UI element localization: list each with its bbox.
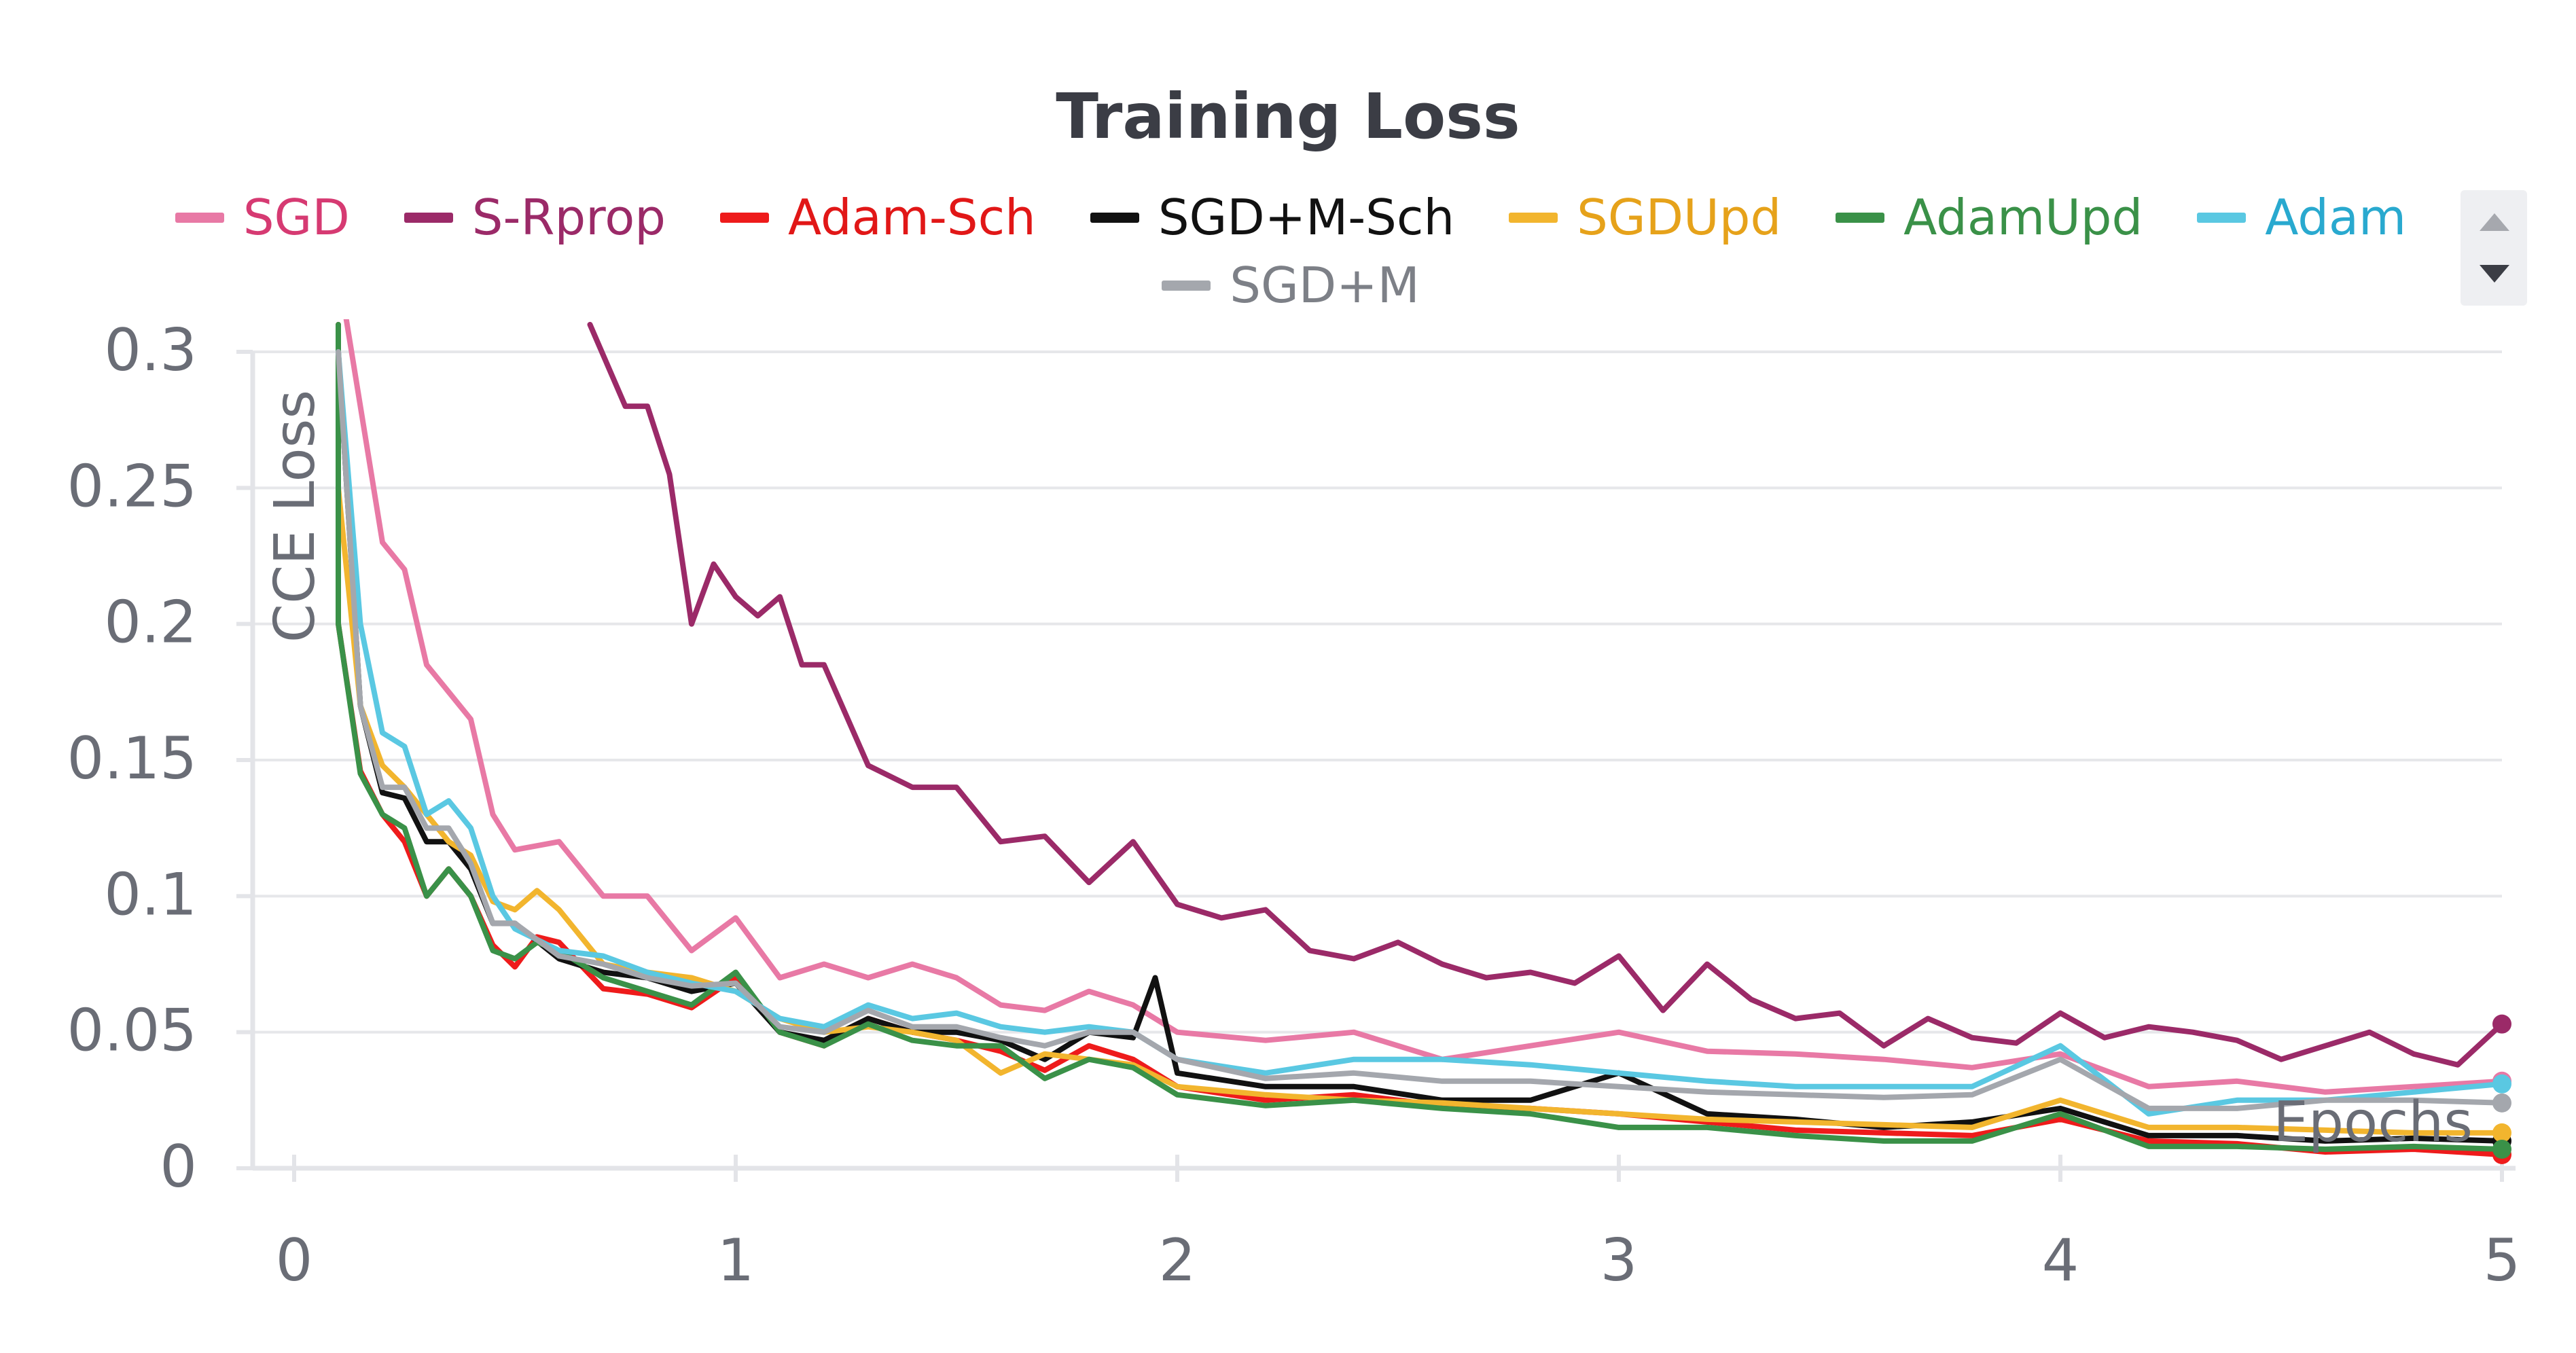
x-tick-label: 4 [2042,1227,2079,1295]
legend-label: S-Rprop [471,189,666,246]
caret-down-icon[interactable] [2480,265,2509,283]
legend-item[interactable]: Adam [2197,189,2406,246]
legend-swatch [1090,212,1139,223]
legend-item[interactable]: AdamUpd [1836,189,2143,246]
series-line-adamupd[interactable] [336,321,2505,1152]
axis-labels: CCE Loss Epochs [263,390,2473,1155]
legend-swatch [1162,280,1211,291]
legend-swatch [175,212,224,223]
legend-swatch [719,212,769,223]
y-tick-label: 0.25 [67,452,197,520]
series-line-s-rprop[interactable] [587,321,2505,1068]
legend-swatch [2197,212,2247,223]
legend-item[interactable]: SGDUpd [1509,189,1781,246]
y-tick-label: 0.05 [67,997,197,1065]
caret-up-icon[interactable] [2480,213,2509,231]
series-line-sgd-m-sch[interactable] [336,349,2505,1144]
series-end-marker [2492,1139,2511,1159]
legend-label: SGD [243,189,350,246]
series-line-adam[interactable] [336,349,2505,1117]
x-tick-label: 3 [1600,1227,1638,1295]
series-end-marker [2492,1014,2511,1034]
series-end-marker [2492,1123,2511,1142]
x-tick-label: 2 [1159,1227,1196,1295]
y-tick-label: 0.15 [67,725,197,793]
grid-lines [253,350,2502,1034]
legend-swatch [1836,212,1885,223]
series-end-marker [2492,1093,2511,1113]
legend-scroll-control[interactable] [2461,190,2527,306]
legend-label: SGD+M [1230,257,1420,314]
y-tick-label: 0.1 [104,861,197,928]
axes [236,350,2516,1182]
y-axis-label: CCE Loss [263,390,327,643]
chart-title: Training Loss [1056,80,1520,153]
legend-item[interactable]: SGD+M-Sch [1090,189,1454,246]
legend-label: SGD+M-Sch [1158,189,1455,246]
legend-row: SGD+M [136,251,2446,319]
legend-label: Adam-Sch [787,189,1036,246]
series-line-sgd-m[interactable] [336,349,2505,1111]
x-tick-label: 1 [717,1227,755,1295]
x-tick-label: 0 [276,1227,313,1295]
y-tick-label: 0.3 [104,317,197,384]
legend-item[interactable]: SGD+M [1162,257,1420,314]
legend-row: SGD S-Rprop Adam-Sch SGD+M-Sch SGDUpd AdamUpd… [136,183,2446,251]
series-line-sgd[interactable] [338,270,2505,1095]
series-end-marker [2492,1074,2511,1094]
tick-labels: 0 0.05 0.1 0.15 0.2 0.25 0.3 0 1 2 3 4 5 [67,317,2521,1295]
series-line-sgdupd[interactable] [336,485,2505,1136]
legend-item[interactable]: SGD [175,189,350,246]
y-tick-label: 0.2 [104,589,197,657]
series-layer [336,270,2505,1157]
legend-item[interactable]: S-Rprop [404,189,666,246]
legend-swatch [404,212,453,223]
legend-label: AdamUpd [1903,189,2143,246]
legend-label: SGDUpd [1577,189,1782,246]
x-tick-label: 5 [2484,1227,2521,1295]
y-tick-label: 0 [160,1133,197,1201]
legend: SGD S-Rprop Adam-Sch SGD+M-Sch SGDUpd AdamUpd… [136,183,2446,319]
legend-swatch [1509,212,1558,223]
legend-item[interactable]: Adam-Sch [719,189,1036,246]
x-axis-label: Epochs [2273,1090,2473,1155]
legend-label: Adam [2265,189,2407,246]
